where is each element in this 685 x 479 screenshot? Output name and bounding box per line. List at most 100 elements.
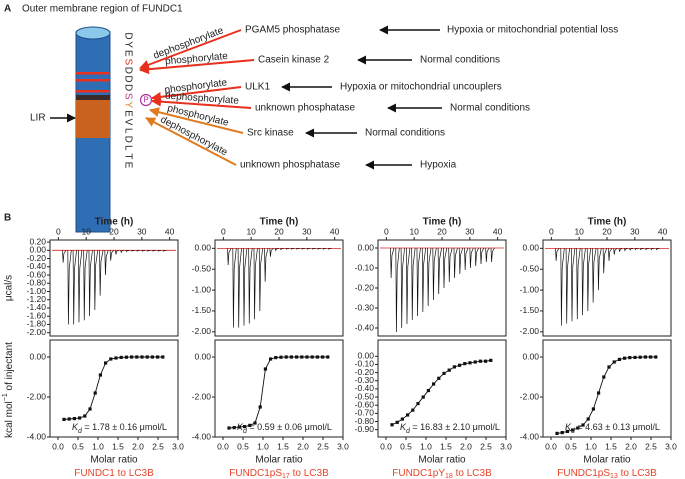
injection-peak	[162, 249, 167, 252]
ratio-tick-label: 2.0	[625, 441, 637, 451]
y-tick-label: -0.20	[27, 253, 47, 263]
data-point	[93, 391, 97, 395]
injection-peak	[306, 247, 311, 250]
action-label: dephosphorylate	[165, 91, 240, 107]
injection-peak	[555, 248, 560, 261]
data-point	[300, 355, 304, 359]
ratio-tick-label: 3.0	[337, 441, 349, 451]
y-tick-label: -2.00	[192, 391, 212, 401]
y-tick-label: -4.00	[520, 431, 540, 441]
label-part: to LC3B	[453, 468, 492, 479]
injection-peak	[141, 249, 146, 252]
band	[76, 79, 110, 82]
data-point	[269, 357, 273, 361]
injection-peak	[437, 247, 442, 295]
injection-peak	[237, 248, 242, 328]
data-point	[253, 421, 257, 425]
injection-peak	[125, 249, 130, 253]
injection-peak	[608, 248, 613, 261]
injection-peak	[72, 250, 77, 325]
plot-frame	[49, 339, 179, 438]
pathway-arrow	[151, 96, 252, 109]
y-tick-label: 0.00	[29, 351, 46, 361]
data-point	[463, 362, 467, 366]
time-tick-label: 20	[274, 226, 284, 236]
time-tick-label: 30	[465, 226, 475, 236]
data-point	[88, 407, 92, 411]
plot-frame	[542, 339, 672, 438]
time-tick-label: 30	[630, 226, 640, 236]
y-tick-label: -0.10	[355, 359, 375, 369]
injection-peak	[592, 248, 597, 303]
injection-peak	[571, 248, 576, 322]
ratio-tick-label: 0.5	[237, 441, 249, 451]
kd-value: = 4.63 ± 0.13 μmol/L	[575, 422, 660, 432]
ratio-tick-label: 2.5	[317, 441, 329, 451]
ratio-tick-label: 1.5	[440, 441, 452, 451]
ratio-tick-label: 1.0	[585, 441, 597, 451]
time-tick-label: 20	[437, 226, 447, 236]
y-tick-label: -0.50	[192, 263, 212, 273]
time-tick-label: 40	[658, 226, 668, 236]
ratio-axis-title: Molar ratio	[255, 455, 303, 466]
data-point	[279, 355, 283, 359]
sequence-letter: V	[122, 119, 133, 126]
ratio-tick-label: 2.5	[645, 441, 657, 451]
lir-label: LIR	[30, 113, 46, 124]
time-axis-title: Time (h)	[423, 217, 462, 228]
ratio-tick-label: 0.0	[545, 441, 557, 451]
injection-peak	[432, 247, 437, 301]
cylinder-top	[75, 26, 111, 40]
data-point	[452, 365, 456, 369]
data-point	[104, 361, 108, 365]
data-point	[109, 357, 113, 361]
data-point	[586, 417, 590, 421]
data-point	[555, 431, 559, 435]
kd-symbol: K	[237, 422, 244, 432]
titration-label: FUNDC1pS17 to LC3B	[229, 468, 329, 479]
kd-text: Kd = 16.83 ± 2.10 μmol/L	[400, 422, 500, 435]
injection-peak	[390, 247, 395, 279]
injection-peak	[327, 247, 332, 250]
plot-frame	[214, 339, 344, 438]
time-axis-title: Time (h)	[260, 217, 299, 228]
data-point	[263, 367, 267, 371]
injection-peak	[322, 247, 327, 250]
data-point	[395, 420, 399, 424]
label-part: FUNDC1pY	[392, 468, 445, 479]
data-point	[633, 355, 637, 359]
y-tick-label: -2.00	[520, 391, 540, 401]
data-point	[447, 368, 451, 372]
injection-peak	[474, 247, 479, 267]
y-tick-label: -1.20	[27, 294, 47, 304]
y-tick-label: -1.60	[27, 310, 47, 320]
data-point	[478, 359, 482, 363]
y-tick-label: -1.50	[520, 305, 540, 315]
kd-sub: d	[78, 428, 83, 435]
data-point	[289, 355, 293, 359]
data-point	[114, 356, 118, 360]
time-axis-title: Time (h)	[95, 217, 134, 228]
injection-peak	[602, 248, 607, 274]
condition-label: Normal conditions	[420, 55, 500, 66]
data-point	[243, 425, 247, 429]
panel-letter: B	[4, 213, 11, 224]
data-point	[326, 355, 330, 359]
data-point	[649, 355, 653, 359]
kd-text: Kd = 1.78 ± 0.16 μmol/L	[72, 422, 167, 435]
ratio-tick-label: 0.0	[52, 441, 64, 451]
condition-label: Hypoxia or mitochondrial potential loss	[447, 25, 618, 36]
label-part: to LC3B	[618, 468, 657, 479]
kd-value: = 0.59 ± 0.06 μmol/L	[247, 422, 332, 432]
y-tick-label: 0.00	[522, 243, 539, 253]
injection-peak	[146, 249, 151, 252]
y-tick-label: -4.00	[192, 431, 212, 441]
injection-peak	[629, 248, 634, 251]
injection-peak	[645, 248, 649, 251]
data-point	[602, 375, 606, 379]
injection-peak	[83, 250, 88, 321]
injection-peak	[597, 248, 602, 291]
injection-peak	[120, 249, 125, 254]
sequence-letter: T	[122, 153, 133, 159]
time-tick-label: 40	[165, 226, 175, 236]
